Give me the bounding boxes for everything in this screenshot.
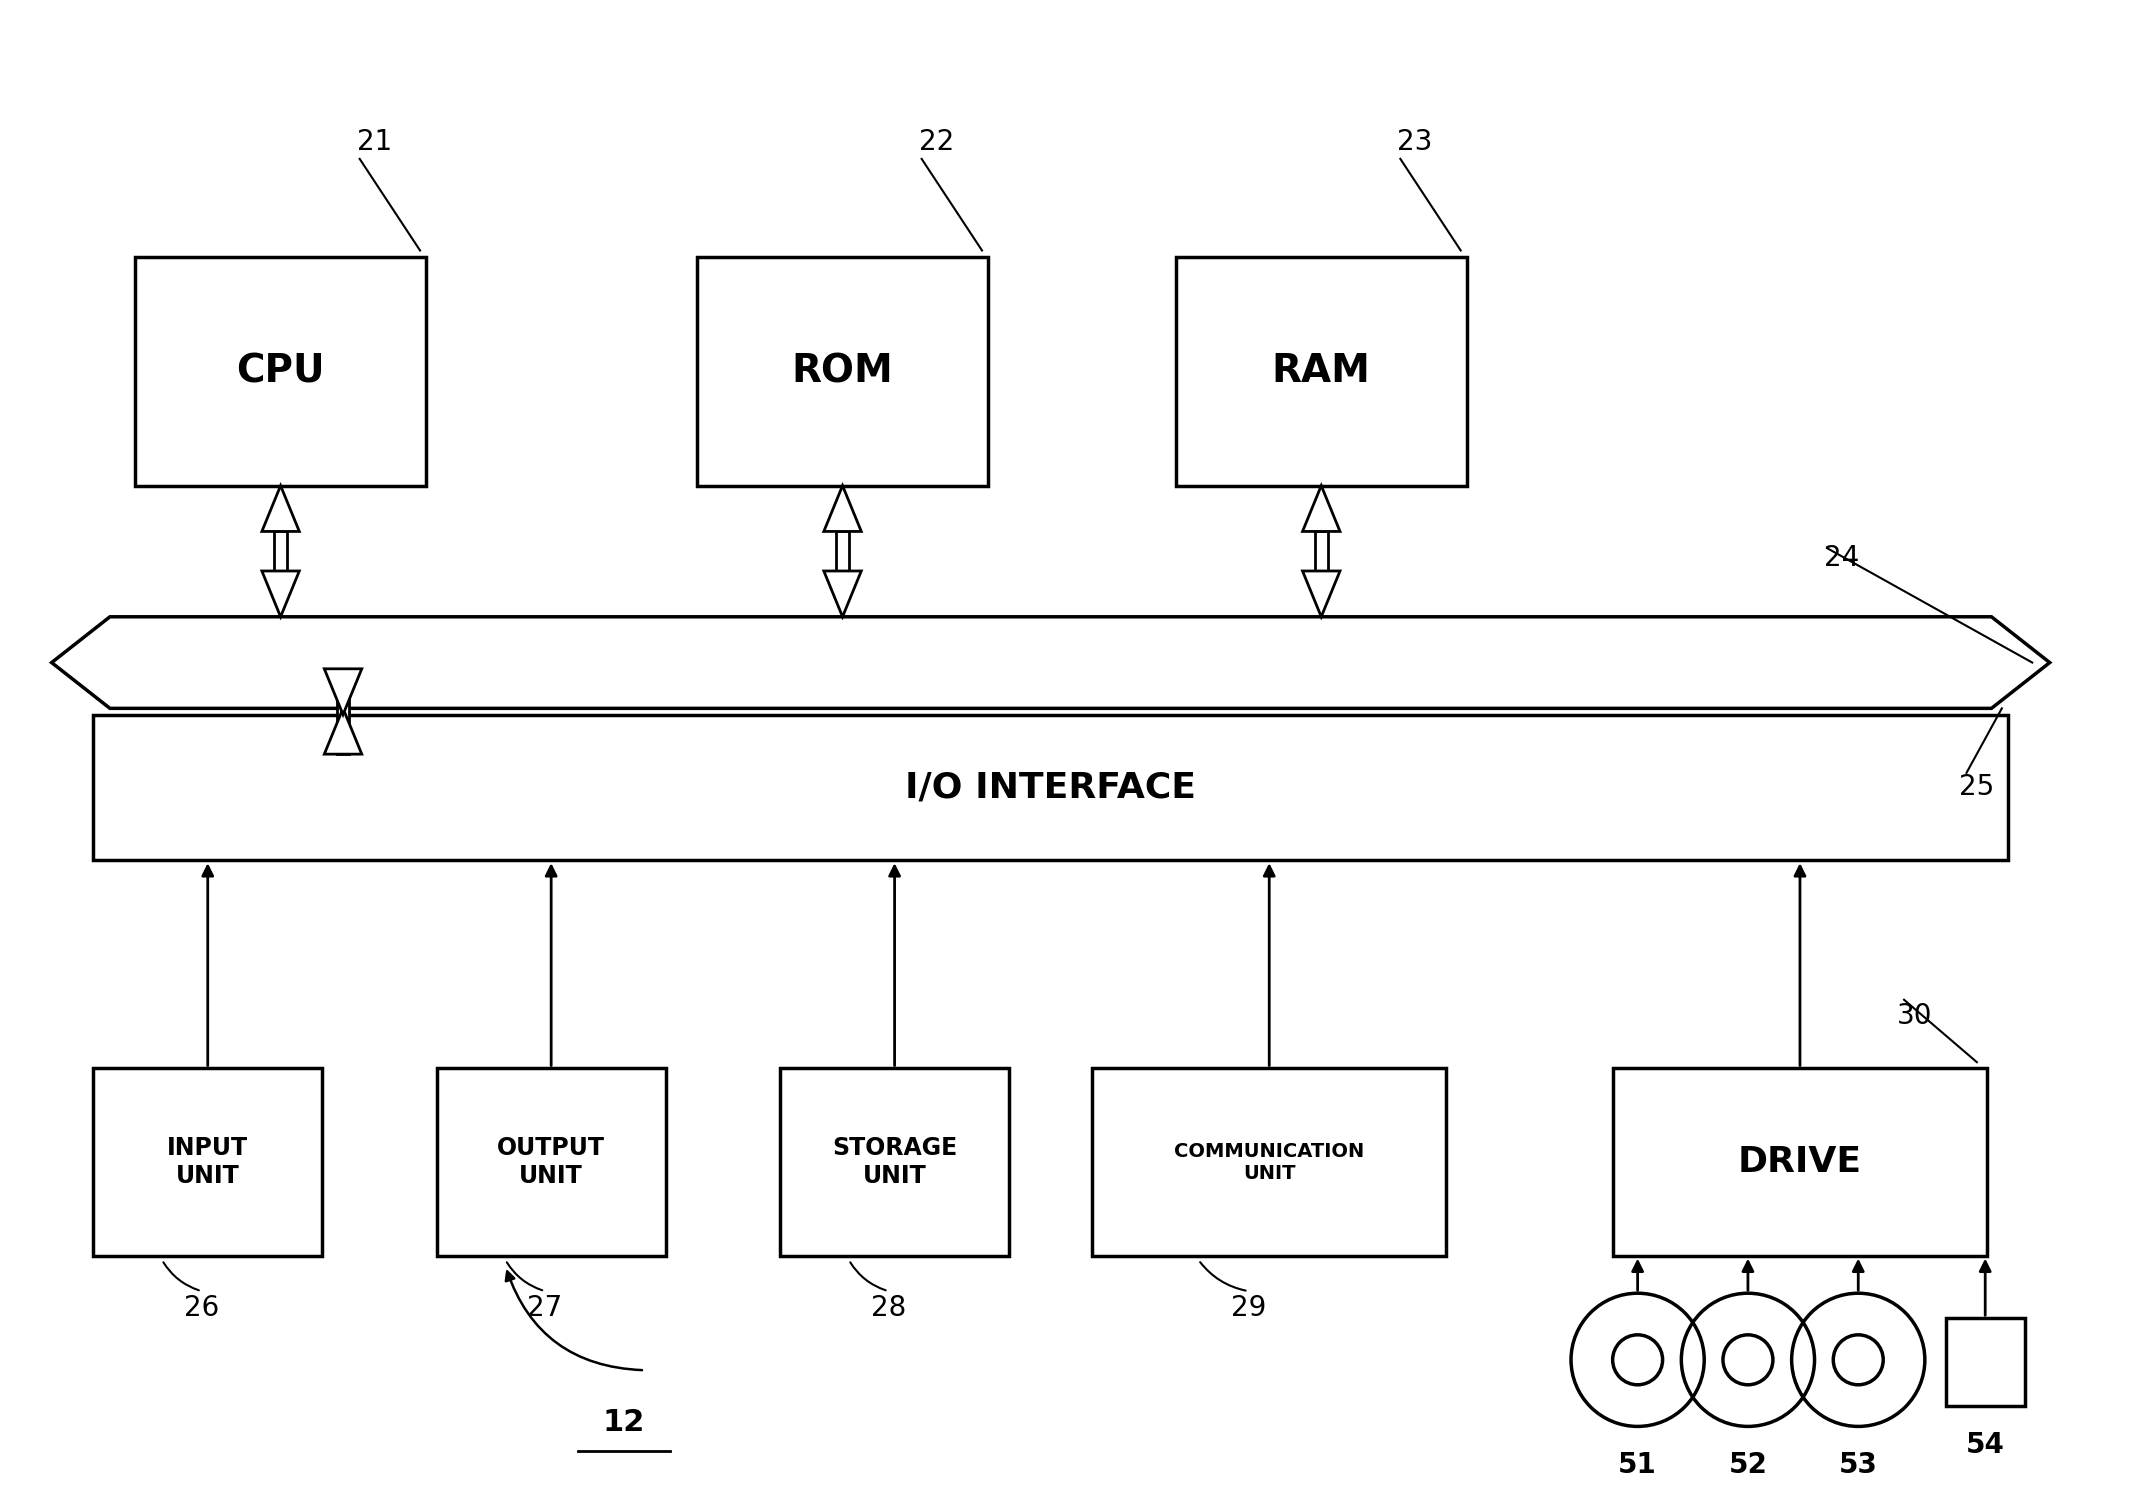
- Text: 54: 54: [1965, 1431, 2004, 1459]
- Text: 27: 27: [527, 1294, 564, 1322]
- Text: DRIVE: DRIVE: [1738, 1145, 1862, 1179]
- Polygon shape: [324, 709, 362, 753]
- Polygon shape: [336, 669, 349, 753]
- Polygon shape: [1303, 570, 1339, 616]
- Polygon shape: [836, 532, 849, 570]
- Bar: [1614, 1069, 1987, 1255]
- Bar: [1177, 256, 1468, 485]
- Bar: [780, 1069, 1009, 1255]
- Polygon shape: [261, 570, 300, 616]
- Text: 53: 53: [1839, 1452, 1877, 1480]
- Text: I/O INTERFACE: I/O INTERFACE: [904, 770, 1196, 804]
- Bar: [696, 256, 988, 485]
- Polygon shape: [1316, 532, 1327, 570]
- Text: STORAGE
UNIT: STORAGE UNIT: [831, 1136, 958, 1188]
- Text: OUTPUT
UNIT: OUTPUT UNIT: [497, 1136, 604, 1188]
- Text: 21: 21: [356, 128, 392, 156]
- Text: 12: 12: [602, 1407, 645, 1437]
- Text: 24: 24: [1824, 545, 1860, 572]
- Text: RAM: RAM: [1271, 353, 1372, 390]
- Bar: [1946, 1318, 2025, 1406]
- Text: INPUT
UNIT: INPUT UNIT: [167, 1136, 249, 1188]
- Polygon shape: [823, 485, 861, 532]
- Text: 29: 29: [1230, 1294, 1267, 1322]
- Polygon shape: [274, 532, 287, 570]
- Bar: [94, 715, 2008, 861]
- Text: COMMUNICATION
UNIT: COMMUNICATION UNIT: [1174, 1142, 1365, 1182]
- Text: CPU: CPU: [236, 353, 326, 390]
- FancyArrowPatch shape: [506, 1272, 643, 1370]
- Text: 30: 30: [1897, 1002, 1933, 1030]
- Polygon shape: [823, 570, 861, 616]
- Bar: [437, 1069, 666, 1255]
- Polygon shape: [51, 616, 2049, 709]
- Text: 25: 25: [1959, 773, 1995, 801]
- Bar: [135, 256, 426, 485]
- Text: 23: 23: [1397, 128, 1434, 156]
- Text: 26: 26: [184, 1294, 219, 1322]
- Text: 52: 52: [1729, 1452, 1768, 1480]
- Polygon shape: [261, 485, 300, 532]
- Text: 28: 28: [870, 1294, 906, 1322]
- Bar: [94, 1069, 321, 1255]
- Text: 51: 51: [1618, 1452, 1657, 1480]
- Text: 22: 22: [919, 128, 954, 156]
- Polygon shape: [1303, 485, 1339, 532]
- Bar: [1093, 1069, 1447, 1255]
- Polygon shape: [324, 669, 362, 715]
- Text: ROM: ROM: [791, 353, 894, 390]
